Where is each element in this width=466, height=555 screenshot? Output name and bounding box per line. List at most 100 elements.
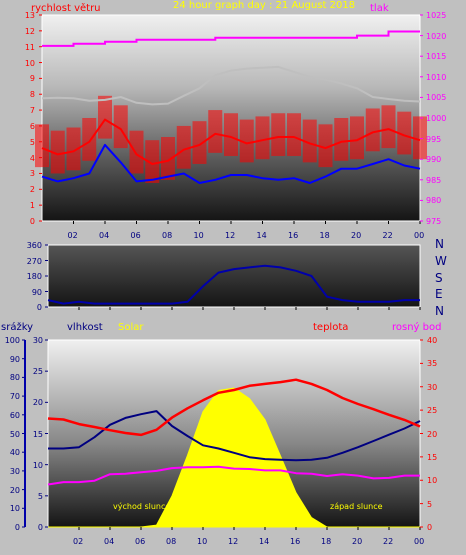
rain-tick-label: 50 — [9, 429, 20, 439]
x-tick-label: 16 — [288, 231, 299, 240]
pressure-tick-label: 1025 — [426, 11, 447, 20]
rain-tick-label: 0 — [14, 523, 20, 532]
pressure-tick-label: 975 — [426, 217, 442, 226]
dewpoint-line — [47, 465, 420, 486]
direction-tick-label: 360 — [26, 241, 42, 250]
gust-range — [161, 137, 175, 180]
rain-tick-label: 20 — [9, 485, 20, 495]
wind-tick-label: 3 — [29, 169, 35, 179]
x-tick-label: 04 — [104, 537, 115, 546]
x-tick-label: 02 — [67, 231, 78, 240]
rain-tick-label: 10 — [9, 504, 20, 514]
rain-tick-label: 90 — [9, 354, 20, 364]
x-tick-label: 04 — [99, 231, 110, 240]
gust-range — [208, 110, 223, 153]
gust-range — [365, 108, 380, 152]
dewpoint-label: rosný bod — [392, 322, 442, 333]
x-tick-label: 22 — [383, 537, 394, 546]
graph-title: 24 hour graph day : 21 August 2018 — [173, 0, 356, 11]
gust-range — [50, 130, 65, 174]
temperature-label: teplota — [313, 322, 349, 333]
pressure-tick-label: 990 — [426, 155, 442, 165]
gust-range — [271, 113, 286, 157]
x-tick-label: 02 — [73, 537, 84, 546]
rain-label: srážky — [1, 322, 34, 333]
avg-wind-line — [41, 143, 421, 184]
temperature-tick-label: 30 — [427, 382, 438, 392]
gust-range — [381, 105, 396, 149]
wind-tick-label: 13 — [24, 11, 35, 20]
temperature-tick-label: 15 — [427, 452, 438, 462]
wind-tick-label: 8 — [29, 90, 35, 100]
wind-tick-label: 12 — [24, 26, 35, 36]
wind-tick-label: 0 — [29, 217, 35, 226]
solar-area — [48, 387, 420, 528]
gust-range — [334, 118, 349, 161]
solar-label: Solar — [118, 322, 144, 333]
pressure-tick-label: 1005 — [426, 93, 447, 103]
rain-tick-label: 40 — [9, 448, 20, 458]
pressure-label: tlak — [370, 3, 389, 14]
gust-range — [145, 140, 160, 183]
pressure-tick-label: 1020 — [426, 31, 447, 41]
pressure-tick-label: 980 — [426, 196, 442, 206]
gust-range — [224, 113, 238, 157]
x-tick-label: 14 — [259, 537, 270, 546]
x-tick-label: 12 — [225, 231, 236, 240]
gust-line — [41, 118, 421, 165]
gust-range — [192, 121, 207, 164]
x-tick-label: 06 — [135, 537, 146, 546]
humidity-line — [48, 410, 421, 462]
rain-tick-label: 70 — [9, 392, 20, 402]
humidity-tick-label: 10 — [32, 460, 43, 470]
pressure-tick-label: 1010 — [426, 72, 447, 82]
gust-range — [239, 119, 254, 163]
wind-tick-label: 6 — [29, 121, 35, 131]
wind-speed-label: rychlost větru — [31, 3, 101, 14]
rain-tick-label: 30 — [9, 466, 20, 476]
x-tick-label: 00 — [414, 537, 425, 546]
temperature-tick-label: 5 — [427, 499, 433, 509]
temperature-tick-label: 20 — [427, 429, 438, 439]
barometer-line — [41, 65, 421, 106]
pressure-tick-label: 985 — [426, 175, 442, 185]
direction-tick-label: 0 — [36, 303, 42, 312]
humidity-tick-label: 25 — [32, 367, 43, 377]
sunrise-label: východ slunce — [113, 502, 171, 511]
humidity-tick-label: 20 — [32, 398, 43, 408]
direction-tick-label: 180 — [26, 272, 42, 281]
pressure-tick-label: 1015 — [426, 52, 447, 62]
direction-label-w: W — [435, 254, 447, 268]
wind-tick-label: 2 — [29, 185, 35, 195]
wind-tick-label: 11 — [24, 42, 35, 52]
x-tick-label: 10 — [193, 231, 204, 240]
gust-range — [113, 105, 128, 149]
direction-label-n-top: N — [435, 237, 444, 251]
humidity-tick-label: 15 — [32, 429, 43, 439]
humidity-tick-label: 0 — [37, 523, 43, 532]
x-tick-label: 08 — [166, 537, 177, 546]
x-tick-label: 12 — [228, 537, 239, 546]
rain-tick-label: 60 — [9, 410, 20, 420]
gust-range — [413, 116, 427, 160]
wind-tick-label: 7 — [29, 106, 35, 116]
x-tick-label: 10 — [197, 537, 208, 546]
humidity-label: vlhkost — [67, 322, 103, 333]
gust-range — [35, 124, 49, 168]
gust-range — [176, 125, 191, 169]
gust-range — [255, 116, 270, 160]
temperature-line — [47, 378, 421, 437]
sunset-label: západ slunce — [330, 502, 383, 511]
direction-line — [47, 264, 420, 305]
gust-range — [302, 119, 317, 163]
humidity-tick-label: 30 — [32, 336, 43, 345]
gust-range — [318, 124, 333, 168]
temperature-tick-label: 40 — [427, 336, 438, 345]
temperature-tick-label: 25 — [427, 406, 438, 416]
x-tick-label: 14 — [256, 231, 267, 240]
temperature-tick-label: 10 — [427, 476, 438, 486]
gust-range — [397, 111, 412, 155]
x-tick-label: 20 — [351, 231, 362, 240]
humidity-tick-label: 5 — [37, 491, 43, 501]
